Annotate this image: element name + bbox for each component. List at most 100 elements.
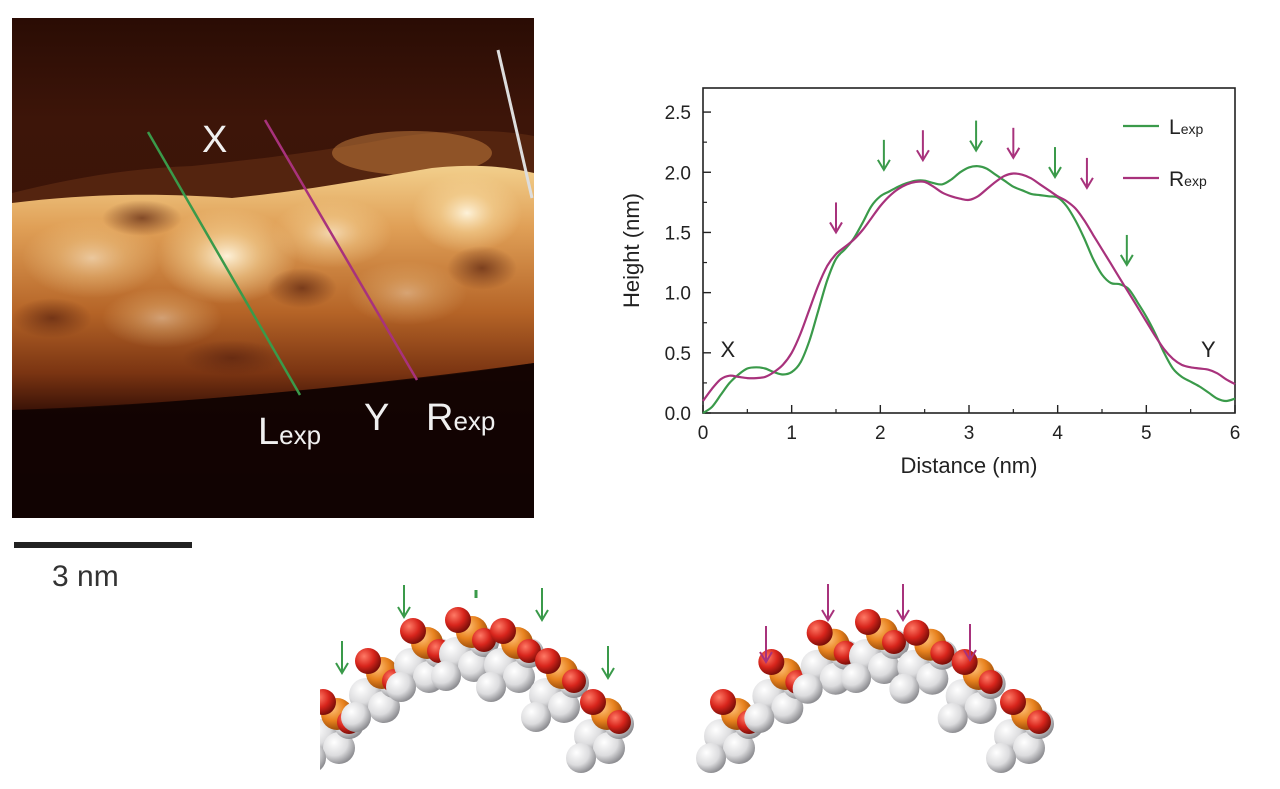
y-tick-label: 1.5 (665, 223, 691, 244)
profile-point-label-x: X (720, 337, 735, 362)
oxygen-atom (758, 649, 785, 675)
hydrogen-atom (320, 746, 326, 770)
hydrogen-atom (431, 661, 461, 691)
oxygen-atom (355, 648, 381, 674)
peak-arrow-l (877, 139, 891, 172)
y-tick-label: 0.0 (665, 404, 691, 425)
peak-arrow-r (1006, 127, 1021, 160)
model-arrow-rexp (759, 626, 773, 664)
hydrogen-atom (868, 652, 900, 684)
rexp-molecular-model (696, 609, 1054, 773)
afm-label-x: X (202, 119, 227, 161)
oxygen-atom (562, 669, 586, 693)
hydrogen-atom (503, 660, 535, 693)
hydrogen-atom (841, 663, 871, 693)
hydrogen-atom (476, 671, 506, 702)
oxygen-atom (855, 609, 881, 635)
hydrogen-atom (937, 703, 968, 733)
x-axis-label: Distance (nm) (901, 453, 1038, 478)
oxygen-atom (710, 689, 736, 715)
rexp-profile-line (263, 119, 419, 381)
model-arrow-rexp (821, 584, 835, 622)
model-arrow-lexp (601, 646, 615, 680)
legend-label: Rexp (1169, 168, 1207, 191)
peak-arrow-l (1119, 234, 1134, 267)
oxygen-atom (903, 619, 930, 646)
model-arrow-lexp (397, 585, 411, 619)
oxygen-atom (517, 638, 541, 663)
peak-arrow-r (1080, 157, 1094, 190)
peak-arrow-l (1048, 147, 1062, 180)
series-layer (702, 165, 1236, 414)
x-tick-label: 1 (786, 423, 797, 444)
oxygen-atom (1027, 710, 1051, 734)
afm-label-lexp: Lexp (258, 411, 321, 453)
hydrogen-atom (723, 732, 755, 764)
hydrogen-atom (792, 673, 823, 704)
afm-label-rexp: Rexp (426, 397, 495, 439)
y-tick-label: 2.0 (665, 163, 691, 184)
axis-ticks (702, 111, 1236, 414)
x-tick-label: 6 (1230, 423, 1241, 444)
axis-tick-labels: 0 1 2 3 4 5 6 0.0 0.5 1.0 1.5 2.0 2.5 (665, 103, 1241, 444)
oxygen-atom (1000, 689, 1026, 715)
white-profile-line (496, 49, 534, 199)
hydrogen-atom (368, 691, 400, 723)
molecular-models (320, 584, 1054, 773)
scale-bar (14, 542, 192, 548)
x-tick-label: 3 (964, 423, 975, 444)
oxygen-atom (472, 628, 496, 652)
hydrogen-atom (986, 743, 1016, 773)
hydrogen-atom (323, 732, 355, 764)
lexp-molecular-model (320, 607, 634, 773)
peak-arrow-r (916, 130, 930, 163)
oxygen-atom (490, 617, 516, 644)
afm-label-y: Y (364, 397, 389, 439)
hydrogen-atom (548, 691, 580, 723)
legend: Lexp Rexp (1123, 116, 1207, 191)
oxygen-atom (607, 710, 631, 734)
oxygen-atom (445, 607, 471, 633)
x-tick-label: 4 (1052, 423, 1063, 444)
model-arrow-rexp (896, 584, 910, 622)
oxygen-atom (400, 617, 426, 644)
hydrogen-atom (744, 703, 775, 733)
peak-arrows (829, 120, 1134, 267)
hydrogen-atom (521, 702, 551, 732)
hydrogen-atom (566, 743, 596, 773)
oxygen-atom (580, 689, 606, 715)
model-arrow-rexp (963, 624, 977, 662)
oxygen-atom (951, 649, 978, 675)
hydrogen-atom (964, 692, 997, 724)
hydrogen-atom (696, 743, 726, 773)
hydrogen-atom (771, 692, 804, 724)
hydrogen-atom (386, 671, 416, 702)
hydrogen-atom (889, 673, 920, 704)
peak-arrow-l (969, 120, 983, 153)
y-tick-label: 1.0 (665, 284, 691, 305)
series-line-lexp (702, 165, 1236, 414)
model-arrow-lexp (535, 588, 549, 622)
x-tick-label: 5 (1141, 423, 1152, 444)
model-arrow-lexp (335, 641, 349, 675)
legend-label: Lexp (1169, 116, 1203, 139)
lexp-profile-line (146, 131, 302, 396)
oxygen-atom (882, 630, 906, 654)
series-line-rexp (702, 172, 1236, 402)
oxygen-atom (320, 689, 336, 715)
y-tick-label: 2.5 (665, 103, 691, 124)
oxygen-atom (930, 640, 955, 665)
hydrogen-atom (1013, 732, 1045, 764)
afm-height-image: X Lexp Y Rexp (12, 18, 534, 518)
scale-bar-label: 3 nm (52, 560, 119, 593)
profile-point-label-y: Y (1201, 337, 1216, 362)
height-profile-chart: 0 1 2 3 4 5 60.00.51.01.52.02.5 Distance (nm) … (619, 87, 1241, 478)
oxygen-atom (806, 619, 833, 646)
hydrogen-atom (593, 732, 625, 764)
hydrogen-atom (458, 650, 490, 682)
x-tick-label: 2 (875, 423, 886, 444)
peak-arrow-r (829, 202, 843, 235)
model-arrows (335, 584, 977, 680)
y-tick-label: 0.5 (665, 344, 691, 365)
